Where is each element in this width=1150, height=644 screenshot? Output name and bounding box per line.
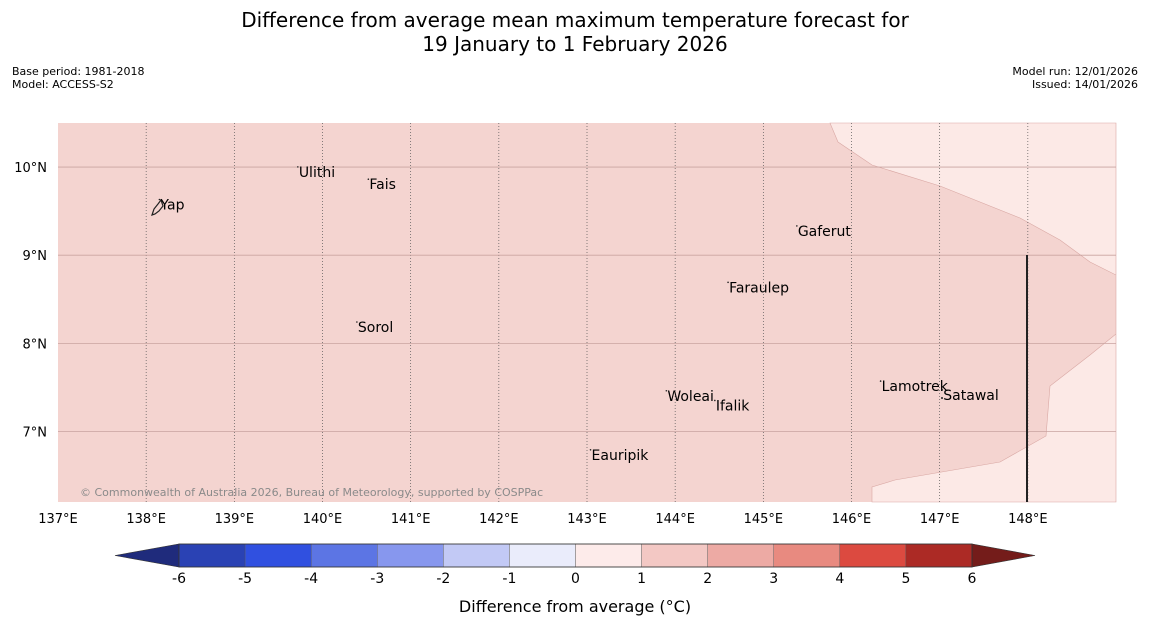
longitude-tick-label: 145°E xyxy=(744,512,784,527)
colorbar-segment xyxy=(839,543,907,568)
colorbar-tick-label: 2 xyxy=(703,571,712,587)
title-line-1: Difference from average mean maximum tem… xyxy=(241,8,909,32)
longitude-tick-label: 141°E xyxy=(391,512,431,527)
colorbar-segment xyxy=(707,543,774,568)
yap-island-shape xyxy=(151,198,164,216)
colorbar-segment xyxy=(310,543,378,568)
latitude-tick-label: 9°N xyxy=(23,249,48,264)
colorbar-segment xyxy=(244,543,312,568)
longitude-tick-label: 144°E xyxy=(655,512,695,527)
colorbar-title: Difference from average (°C) xyxy=(459,597,691,616)
colorbar-tick-label: 4 xyxy=(835,571,844,587)
colorbar-segment xyxy=(377,543,444,568)
colorbar-tick-label: 0 xyxy=(571,571,580,587)
latitude-tick-label: 8°N xyxy=(23,337,48,352)
place-labels: Yap Ulithi Fais Gaferut Faraulep Sorol WoleaiI… xyxy=(158,165,999,464)
longitude-tick-label: 148°E xyxy=(1008,512,1048,527)
longitude-labels: 137°E 138°E 139°E 140°E 141°E 142°E 143°E 144°E… xyxy=(38,512,1047,527)
colorbar-frame xyxy=(178,543,973,568)
colorbar-tick-label: 1 xyxy=(637,571,646,587)
atoll-marker xyxy=(941,397,943,399)
place-marker xyxy=(297,166,299,168)
colorbar-tick-label: 6 xyxy=(968,571,977,587)
colorbar-extend-high xyxy=(971,543,1036,568)
place-label-ifalik: Ifalik xyxy=(716,398,750,414)
issued-date: Issued: 14/01/2026 xyxy=(1031,78,1138,91)
colorbar-tick-label: -2 xyxy=(436,571,450,587)
meta-left: Base period: 1981-2018 Model: ACCESS-S2 xyxy=(12,65,144,91)
place-label-fais: Fais xyxy=(369,177,396,193)
colorbar-segment xyxy=(773,543,841,568)
colorbar-segment xyxy=(178,543,246,568)
place-label-satawal: Satawal xyxy=(943,388,998,404)
model-run: Model run: 12/01/2026 xyxy=(1012,65,1138,78)
meta-right: Model run: 12/01/2026 Issued: 14/01/2026 xyxy=(1012,65,1138,91)
place-marker xyxy=(879,380,882,382)
place-marker xyxy=(796,225,798,227)
place-label-sorol: Sorol xyxy=(358,320,393,336)
colorbar-tick-label: -6 xyxy=(172,571,186,587)
latitude-tick-label: 7°N xyxy=(23,425,48,440)
place-label-yap: Yap xyxy=(159,197,184,213)
place-marker xyxy=(665,389,668,392)
base-period: Base period: 1981-2018 xyxy=(12,65,145,78)
latitude-tick-label: 10°N xyxy=(14,161,47,176)
longitude-tick-label: 143°E xyxy=(567,512,607,527)
colorbar-segment xyxy=(443,543,510,568)
longitude-tick-label: 142°E xyxy=(479,512,519,527)
colorbar-tick-label: -1 xyxy=(502,571,516,587)
place-label-gaferut: Gaferut xyxy=(798,224,852,240)
colorbar-segment xyxy=(641,543,708,568)
model-name: Model: ACCESS-S2 xyxy=(12,78,114,91)
title-line-2: 19 January to 1 February 2026 xyxy=(422,32,728,56)
place-marker xyxy=(589,449,592,451)
longitude-tick-label: 140°E xyxy=(303,512,343,527)
longitude-tick-label: 138°E xyxy=(126,512,166,527)
place-label-eauripik: Eauripik xyxy=(592,448,650,464)
graticule xyxy=(58,123,1116,502)
colorbar-tick-label: 3 xyxy=(769,571,778,587)
place-marker xyxy=(367,178,370,181)
place-label-woleai: Woleai xyxy=(667,389,714,405)
place-label-lamotrek: Lamotrek xyxy=(882,379,949,395)
colorbar-segment xyxy=(905,543,973,568)
place-marker xyxy=(941,389,944,391)
colorbar-extend-low xyxy=(114,543,180,568)
copyright-text: © Commonwealth of Australia 2026, Bureau… xyxy=(80,486,543,499)
colorbar-tick-label: -4 xyxy=(304,571,318,587)
longitude-tick-label: 137°E xyxy=(38,512,78,527)
place-label-ulithi: Ulithi xyxy=(299,165,335,181)
place-label-faraulep: Faraulep xyxy=(729,280,789,296)
colorbar-tick-label: -3 xyxy=(370,571,384,587)
latitude-labels: 10°N 9°N 8°N 7°N xyxy=(14,161,47,440)
colorbar-segment xyxy=(575,543,642,568)
longitude-tick-label: 139°E xyxy=(215,512,255,527)
place-marker xyxy=(356,321,358,323)
longitude-tick-label: 147°E xyxy=(920,512,960,527)
longitude-tick-label: 146°E xyxy=(832,512,872,527)
place-marker xyxy=(158,198,161,201)
colorbar-tick-label: -5 xyxy=(238,571,252,587)
colorbar-segment xyxy=(509,543,576,568)
place-marker xyxy=(714,399,716,402)
colorbar: -6 -5 -4 -3 -2 -1 0 1 2 3 4 5 6 xyxy=(114,543,1036,587)
chart-title: Difference from average mean maximum tem… xyxy=(0,8,1150,56)
place-marker xyxy=(727,281,729,284)
colorbar-tick-label: 5 xyxy=(901,571,910,587)
